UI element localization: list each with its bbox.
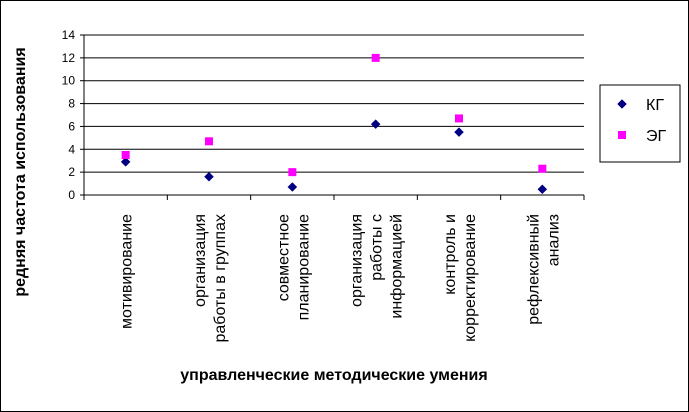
y-axis-title: редняя частота использования <box>12 47 29 296</box>
y-tick-labels: 0 2 4 6 8 10 12 14 <box>62 28 76 202</box>
y-tick-label: 14 <box>62 28 76 42</box>
legend-box <box>599 84 681 163</box>
point-eg <box>455 114 463 123</box>
legend-marker <box>617 99 627 109</box>
y-tick-label: 2 <box>68 165 75 179</box>
x-category-label: совместное планирование <box>275 214 312 320</box>
point-kg <box>454 127 464 137</box>
point-eg <box>371 53 380 62</box>
x-category-label: рефлексивный анализ <box>525 214 562 325</box>
point-eg <box>205 137 213 146</box>
point-eg <box>288 168 297 177</box>
gridlines <box>84 34 584 173</box>
y-tick-label: 10 <box>62 74 76 88</box>
point-eg <box>121 151 130 159</box>
data-points <box>120 53 548 195</box>
point-eg <box>538 164 547 173</box>
x-category-label: контроль и корректирование <box>442 214 479 342</box>
legend-marker <box>618 131 626 139</box>
point-kg <box>287 182 298 192</box>
x-axis-title: управленческие методические умения <box>180 367 487 384</box>
y-tick-label: 0 <box>68 188 75 202</box>
y-tick-label: 4 <box>68 142 75 156</box>
x-category-label: мотивирование <box>119 214 136 329</box>
legend: КГ ЭГ <box>599 84 681 163</box>
x-category-label: организация работы с информацией <box>349 214 406 319</box>
point-kg <box>120 157 131 167</box>
x-category-label: организация работы в группах <box>192 214 229 343</box>
y-tick-label: 6 <box>68 119 75 133</box>
legend-label: ЭГ <box>646 128 667 145</box>
category-labels: мотивирование организация работы в группах… <box>119 214 563 343</box>
point-kg <box>204 171 214 182</box>
legend-label: КГ <box>646 97 664 114</box>
axes <box>80 34 585 200</box>
y-tick-label: 8 <box>68 97 75 111</box>
point-kg <box>370 119 381 129</box>
y-tick-label: 12 <box>62 51 76 65</box>
point-kg <box>537 184 548 195</box>
